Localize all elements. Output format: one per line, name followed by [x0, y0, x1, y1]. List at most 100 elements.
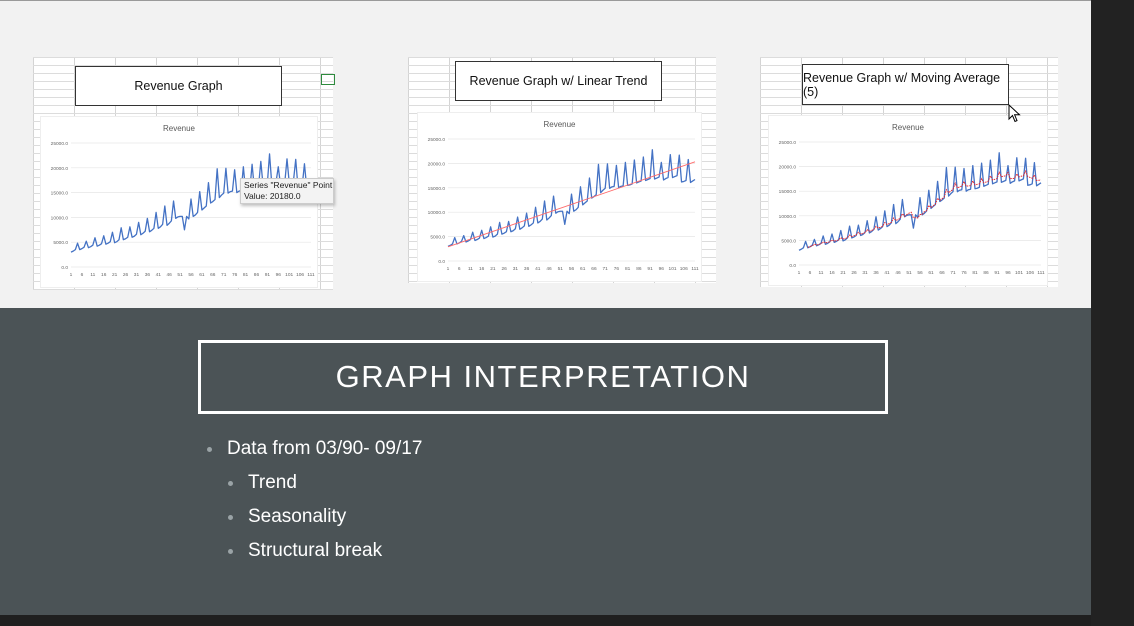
linear-trendline: [447, 161, 696, 248]
x-tick-label: 96: [659, 266, 665, 272]
data-point-tooltip: Series "Revenue" Point 8 Value: 20180.0: [240, 178, 334, 204]
x-tick-label: 1: [798, 270, 801, 276]
slide-heading: GRAPH INTERPRETATION: [198, 340, 888, 414]
x-tick-label: 66: [939, 270, 945, 276]
chart-svg: Revenue 0.0 5000.0 10000.0 15000.0 20000.0 250…: [428, 120, 699, 272]
x-tick-label: 101: [285, 272, 293, 278]
bullet-text: Structural break: [248, 540, 383, 561]
y-tick-label: 25000.0: [51, 141, 69, 147]
x-tick-label: 16: [101, 272, 107, 278]
x-tick-label: 41: [884, 270, 890, 276]
x-tick-label: 51: [906, 270, 912, 276]
x-tick-label: 106: [680, 266, 688, 272]
x-tick-label: 111: [1037, 270, 1045, 276]
window-edge: [1091, 0, 1134, 626]
x-tick-label: 41: [156, 272, 162, 278]
x-tick-label: 111: [691, 266, 699, 272]
tooltip-value: Value: 20180.0: [244, 191, 301, 201]
y-tick-label: 5000.0: [53, 240, 68, 246]
x-tick-label: 86: [983, 270, 989, 276]
x-tick-label: 71: [221, 272, 227, 278]
spreadsheet-panel-revenue: Revenue Graph Revenue 0.0 5000.0 10000.0 150…: [33, 57, 335, 290]
y-tick-label: 25000.0: [428, 137, 446, 143]
y-tick-label: 0.0: [438, 259, 445, 265]
chart-title-box: Revenue Graph w/ Moving Average (5): [802, 64, 1009, 105]
x-tick-label: 81: [625, 266, 631, 272]
x-tick-label: 66: [591, 266, 597, 272]
x-tick-label: 11: [468, 266, 473, 272]
x-tick-label: 86: [254, 272, 260, 278]
x-tick-label: 106: [1026, 270, 1034, 276]
x-tick-label: 16: [479, 266, 485, 272]
bullet-dot-icon: [228, 548, 233, 554]
spreadsheet-panel-moving-average: Revenue Graph w/ Moving Average (5) Reve…: [760, 57, 1058, 287]
x-tick-label: 106: [296, 272, 304, 278]
bullet-text: Seasonality: [248, 506, 347, 527]
x-tick-label: 21: [840, 270, 846, 276]
x-tick-label: 56: [917, 270, 923, 276]
tooltip-series: Series "Revenue" Point 8: [244, 180, 334, 190]
x-tick-label: 31: [862, 270, 868, 276]
chart-title: Revenue: [543, 120, 576, 129]
chart-title-box: Revenue Graph: [75, 66, 282, 106]
y-tick-label: 15000.0: [51, 191, 69, 197]
y-tick-label: 20000.0: [779, 165, 797, 171]
y-tick-label: 20000.0: [51, 166, 69, 172]
slide-heading-text: GRAPH INTERPRETATION: [335, 359, 751, 394]
x-tick-label: 1: [70, 272, 73, 278]
revenue-series-line[interactable]: [798, 152, 1042, 251]
x-tick-label: 26: [123, 272, 129, 278]
chart-title-box: Revenue Graph w/ Linear Trend: [455, 61, 662, 101]
revenue-trend-chart[interactable]: Revenue 0.0 5000.0 10000.0 15000.0 20000.0 250…: [417, 112, 702, 282]
y-tick-label: 5000.0: [430, 235, 445, 241]
x-tick-label: 21: [112, 272, 118, 278]
chart-title: Revenue: [163, 124, 196, 133]
x-tick-label: 31: [134, 272, 140, 278]
bullet-item: Trend: [228, 472, 297, 494]
revenue-series-line[interactable]: [447, 149, 696, 247]
x-tick-label: 16: [829, 270, 835, 276]
x-tick-label: 26: [851, 270, 857, 276]
x-tick-label: 51: [558, 266, 564, 272]
x-tick-label: 36: [145, 272, 151, 278]
x-tick-label: 51: [177, 272, 183, 278]
y-tick-label: 0.0: [61, 265, 68, 271]
bullet-dot-icon: [228, 514, 233, 520]
x-tick-label: 91: [994, 270, 1000, 276]
slide-text-band: [0, 308, 1091, 615]
y-tick-label: 10000.0: [428, 210, 446, 216]
chart-title: Revenue: [892, 123, 925, 132]
x-tick-label: 71: [950, 270, 956, 276]
x-tick-label: 21: [490, 266, 496, 272]
bullet-text: Data from 03/90- 09/17: [227, 438, 423, 459]
x-tick-label: 101: [669, 266, 677, 272]
x-tick-label: 96: [1005, 270, 1011, 276]
y-tick-label: 15000.0: [779, 189, 797, 195]
x-tick-label: 46: [546, 266, 552, 272]
x-tick-label: 1: [447, 266, 450, 272]
bullet-item: Data from 03/90- 09/17: [207, 438, 422, 460]
x-tick-label: 46: [895, 270, 901, 276]
x-tick-label: 101: [1015, 270, 1023, 276]
y-tick-label: 20000.0: [428, 161, 446, 167]
x-tick-label: 6: [809, 270, 812, 276]
x-tick-label: 76: [961, 270, 967, 276]
x-tick-label: 71: [603, 266, 609, 272]
selected-cell[interactable]: [321, 74, 335, 85]
x-tick-label: 26: [501, 266, 507, 272]
x-tick-label: 76: [614, 266, 620, 272]
x-tick-label: 61: [199, 272, 205, 278]
revenue-ma-chart[interactable]: Revenue 0.0 5000.0 10000.0 15000.0 20000.0 250…: [768, 115, 1048, 286]
bullet-text: Trend: [248, 472, 297, 493]
y-tick-label: 5000.0: [781, 238, 796, 244]
revenue-series-line[interactable]: [70, 153, 312, 253]
x-tick-label: 31: [513, 266, 519, 272]
x-tick-label: 46: [167, 272, 173, 278]
spreadsheet-panel-linear-trend: Revenue Graph w/ Linear Trend Revenue 0.0…: [408, 57, 716, 283]
x-tick-label: 56: [569, 266, 575, 272]
x-tick-label: 76: [232, 272, 238, 278]
x-tick-label: 41: [535, 266, 541, 272]
bullet-dot-icon: [228, 480, 233, 486]
x-tick-label: 61: [580, 266, 586, 272]
x-tick-label: 96: [276, 272, 282, 278]
